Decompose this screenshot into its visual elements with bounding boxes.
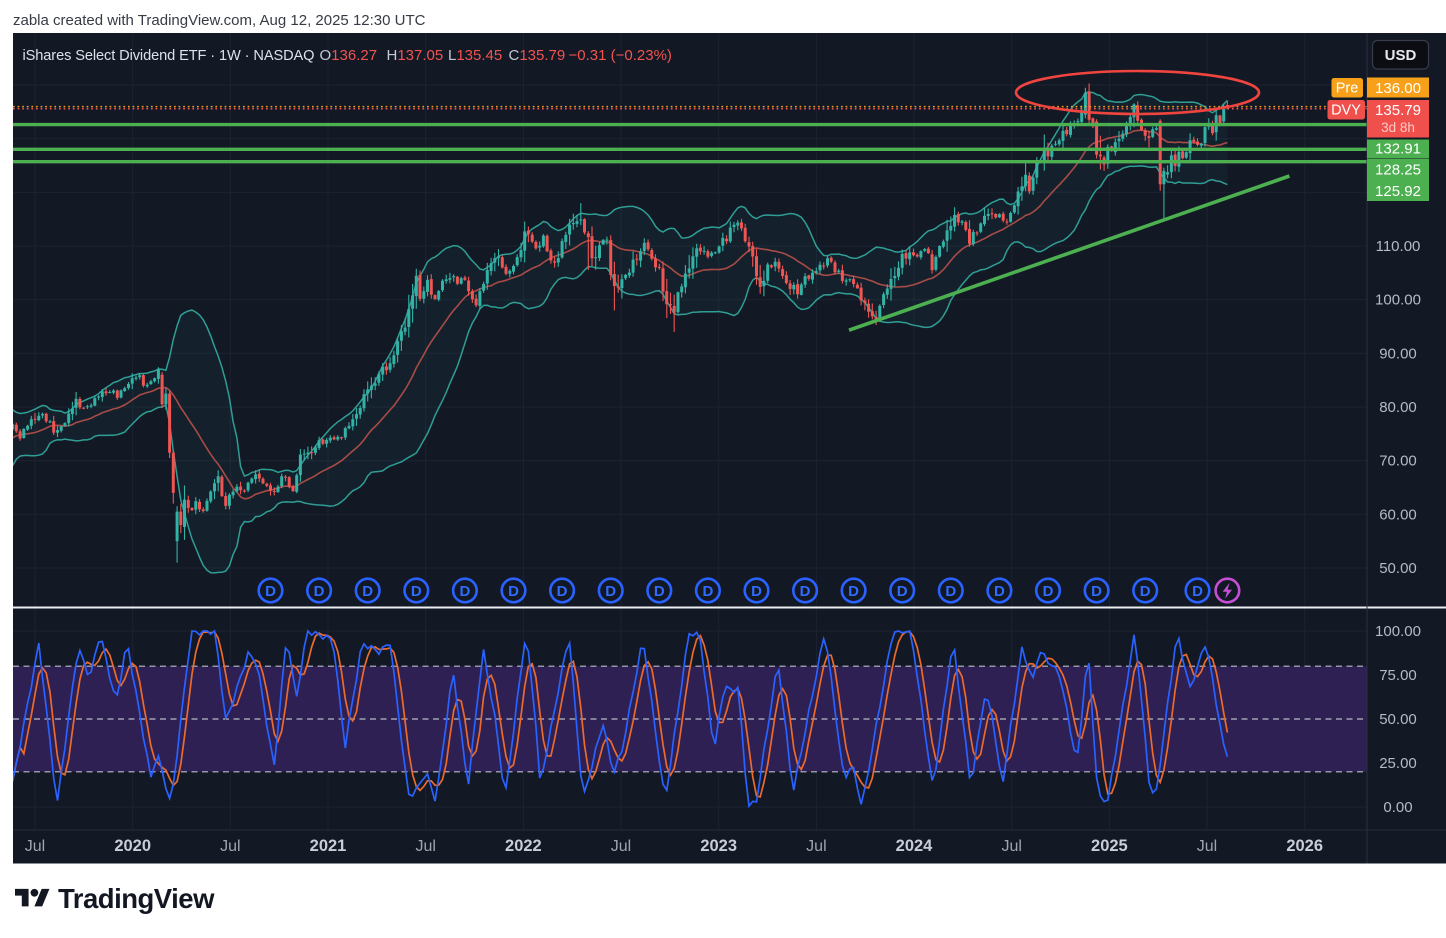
svg-text:80.00: 80.00 <box>1379 399 1417 416</box>
svg-text:D: D <box>508 583 519 600</box>
svg-text:125.92: 125.92 <box>1375 183 1421 200</box>
svg-text:D: D <box>654 583 665 600</box>
svg-text:zabla created with TradingView: zabla created with TradingView.com, Aug … <box>13 12 426 29</box>
svg-text:70.00: 70.00 <box>1379 453 1417 470</box>
svg-text:2022: 2022 <box>505 837 542 855</box>
svg-text:Jul: Jul <box>1197 838 1217 855</box>
svg-text:0.00: 0.00 <box>1383 799 1412 816</box>
svg-text:60.00: 60.00 <box>1379 506 1417 523</box>
svg-text:D: D <box>265 583 276 600</box>
svg-text:100.00: 100.00 <box>1375 623 1421 640</box>
svg-text:50.00: 50.00 <box>1379 560 1417 577</box>
svg-text:TradingView: TradingView <box>58 883 215 914</box>
svg-text:2021: 2021 <box>310 837 347 855</box>
svg-text:Jul: Jul <box>220 838 240 855</box>
svg-text:100.00: 100.00 <box>1375 292 1421 309</box>
svg-text:D: D <box>994 583 1005 600</box>
svg-text:D: D <box>800 583 811 600</box>
svg-text:D: D <box>1043 583 1054 600</box>
svg-text:135.79: 135.79 <box>1375 102 1421 119</box>
svg-text:128.25: 128.25 <box>1375 162 1421 179</box>
svg-text:Jul: Jul <box>1001 838 1021 855</box>
svg-text:D: D <box>459 583 470 600</box>
svg-text:D: D <box>1091 583 1102 600</box>
svg-text:D: D <box>848 583 859 600</box>
svg-text:D: D <box>605 583 616 600</box>
svg-text:D: D <box>314 583 325 600</box>
svg-text:136.00: 136.00 <box>1375 80 1421 97</box>
svg-text:2026: 2026 <box>1286 837 1323 855</box>
svg-text:2023: 2023 <box>700 837 737 855</box>
svg-text:132.91: 132.91 <box>1375 141 1421 158</box>
svg-text:Jul: Jul <box>611 838 631 855</box>
svg-text:D: D <box>362 583 373 600</box>
svg-text:DVY: DVY <box>1331 103 1361 119</box>
svg-text:iShares Select Dividend ETF ·: iShares Select Dividend ETF · 1W · NASDA… <box>23 48 315 64</box>
svg-text:Jul: Jul <box>806 838 826 855</box>
svg-text:D: D <box>945 583 956 600</box>
svg-text:90.00: 90.00 <box>1379 345 1417 362</box>
svg-text:USD: USD <box>1385 47 1417 64</box>
svg-text:2024: 2024 <box>896 837 934 855</box>
svg-text:D: D <box>411 583 422 600</box>
svg-text:Jul: Jul <box>415 838 435 855</box>
svg-text:2020: 2020 <box>114 837 151 855</box>
svg-text:75.00: 75.00 <box>1379 667 1417 684</box>
svg-text:D: D <box>1140 583 1151 600</box>
svg-text:D: D <box>702 583 713 600</box>
svg-text:2025: 2025 <box>1091 837 1128 855</box>
svg-text:110.00: 110.00 <box>1376 238 1421 255</box>
svg-text:Jul: Jul <box>25 838 45 855</box>
svg-text:D: D <box>1192 583 1203 600</box>
svg-text:D: D <box>751 583 762 600</box>
svg-text:50.00: 50.00 <box>1379 711 1417 728</box>
svg-text:3d 8h: 3d 8h <box>1381 120 1415 135</box>
svg-text:Pre: Pre <box>1336 81 1359 97</box>
svg-text:25.00: 25.00 <box>1379 755 1417 772</box>
svg-text:D: D <box>557 583 568 600</box>
svg-text:D: D <box>897 583 908 600</box>
